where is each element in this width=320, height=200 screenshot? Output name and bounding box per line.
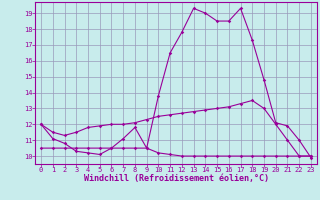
X-axis label: Windchill (Refroidissement éolien,°C): Windchill (Refroidissement éolien,°C) xyxy=(84,174,268,183)
